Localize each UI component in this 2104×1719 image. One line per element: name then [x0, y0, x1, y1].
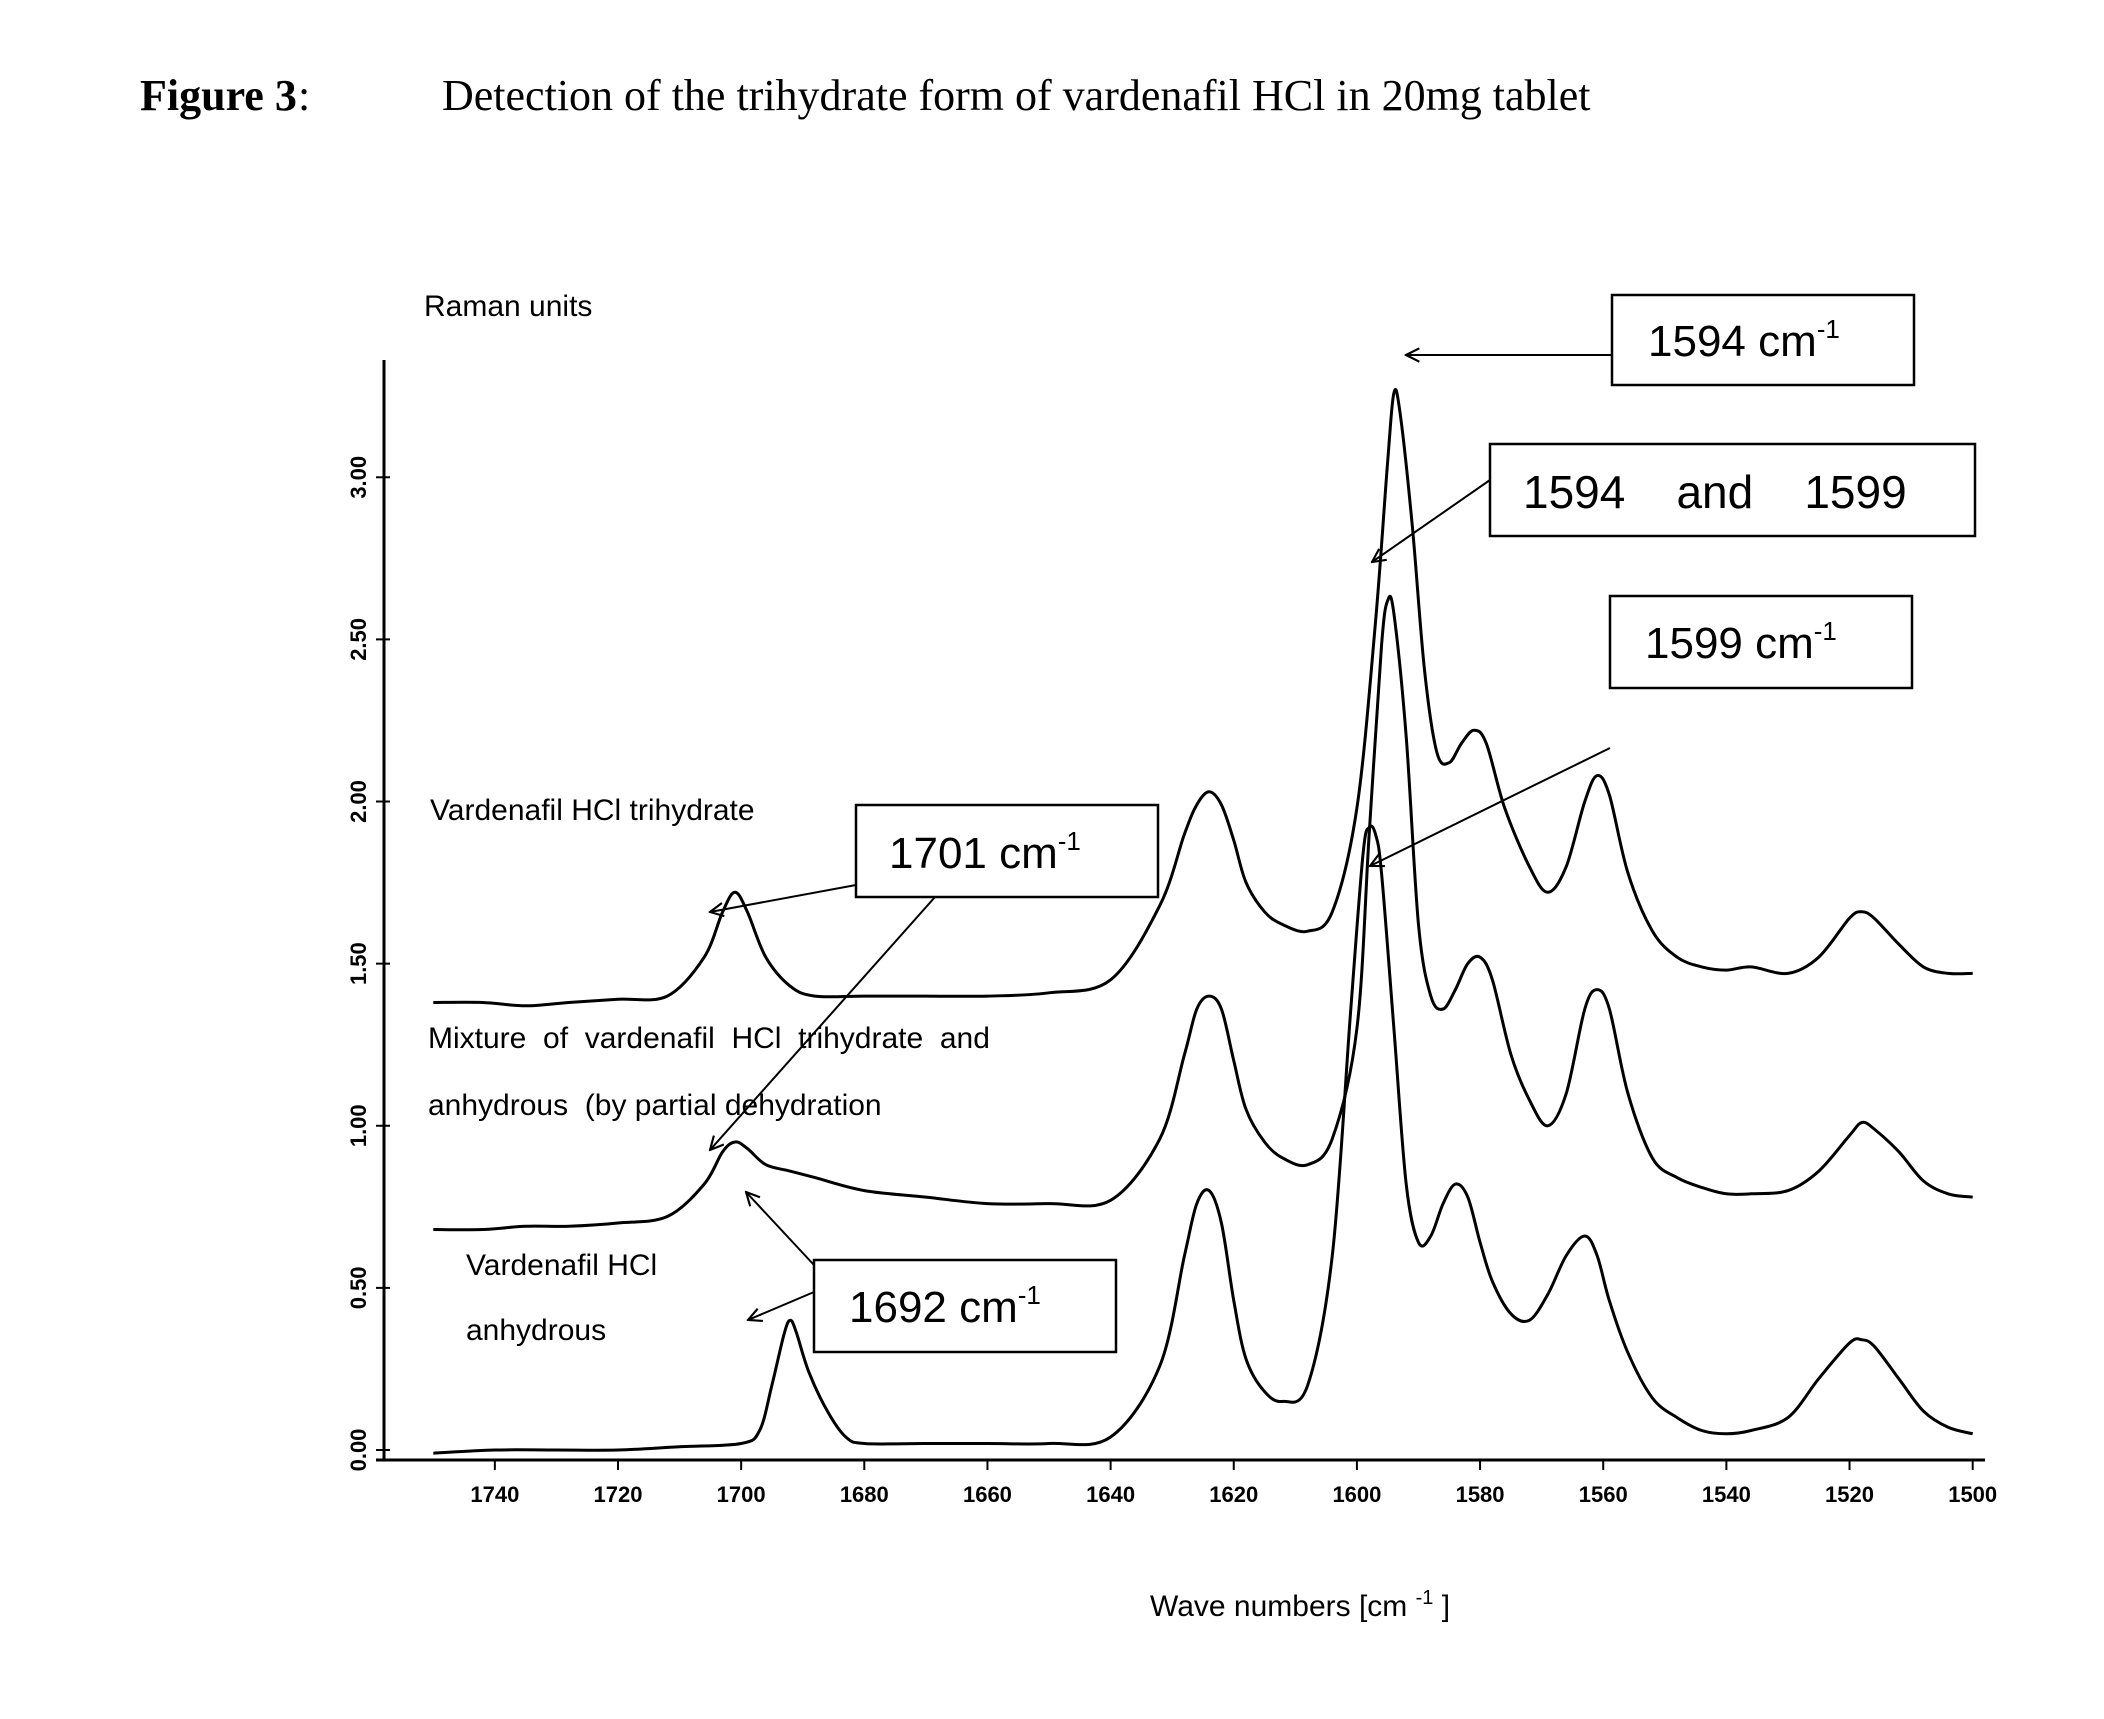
y-tick-label: 2.50	[346, 618, 371, 661]
y-tick-label: 1.00	[346, 1104, 371, 1147]
annotation-text-1599: 1599 cm-1	[1645, 616, 1837, 668]
x-tick-label: 1560	[1579, 1482, 1628, 1507]
x-tick-label: 1540	[1702, 1482, 1751, 1507]
annotation-box-1594	[1610, 293, 1916, 387]
annotation-1594: 1594 cm-1	[1406, 293, 1916, 387]
arrow-1599	[1370, 747, 1611, 866]
y-tick-label: 0.00	[346, 1429, 371, 1472]
x-axis-label-sup: -1	[1416, 1587, 1434, 1609]
figure-caption: Detection of the trihydrate form of vard…	[442, 71, 1591, 120]
y-tick-label: 1.50	[346, 942, 371, 985]
x-tick-label: 1720	[594, 1482, 643, 1507]
arrow-1701-trihydrate	[710, 884, 857, 912]
spectrum-anhydrous	[433, 824, 1974, 1455]
y-tick-label: 0.50	[346, 1266, 371, 1309]
x-tick-label: 1620	[1209, 1482, 1258, 1507]
arrow-1692-anhydrous	[748, 1291, 815, 1320]
y-tick-label: 2.00	[346, 780, 371, 823]
spectra	[433, 388, 1974, 1455]
arrow-1692-mixture	[746, 1192, 815, 1266]
annotation-value-1701: 1701 cm	[889, 829, 1058, 878]
annotation-value-1594: 1594 cm	[1648, 317, 1817, 366]
x-tick-label: 1580	[1456, 1482, 1505, 1507]
series-label-trihydrate: Vardenafil HCl trihydrate	[430, 794, 755, 827]
annotation-1692: 1692 cm-1	[746, 1192, 1118, 1354]
annotation-box-1599	[1608, 594, 1914, 690]
x-tick-label: 1680	[840, 1482, 889, 1507]
annotation-text-1594: 1594 cm-1	[1648, 314, 1840, 366]
arrow-1594-1599	[1372, 479, 1491, 562]
figure-label-colon: :	[298, 71, 310, 120]
x-axis-label: Wave numbers [cm -1 ]	[1150, 1578, 1450, 1623]
annotation-sup-1692: -1	[1018, 1280, 1041, 1310]
y-tick-label: 3.00	[346, 456, 371, 499]
annotation-text-1692: 1692 cm-1	[849, 1280, 1041, 1332]
x-tick-label: 1660	[963, 1482, 1012, 1507]
y-ticks: 0.00 0.50 1.00 1.50 2.00 2.50 3.00	[346, 456, 390, 1472]
x-ticks: 1740 1720 1700 1680 1660 1640 1620 1600 1580 1560…	[470, 1460, 1997, 1507]
x-tick-label: 1520	[1825, 1482, 1874, 1507]
annotation-1599: 1599 cm-1	[1370, 594, 1914, 866]
figure-label: Figure 3	[140, 71, 297, 120]
annotation-value-1599: 1599 cm	[1645, 619, 1814, 668]
annotation-box-1594-1599	[1488, 442, 1977, 538]
x-axis-label-end: ]	[1442, 1590, 1450, 1623]
annotation-1594-1599: 1594 and 1599	[1372, 442, 1977, 562]
series-label-mixture-line1: Mixture of vardenafil HCl trihydrate and	[428, 1022, 990, 1055]
x-tick-label: 1740	[470, 1482, 519, 1507]
y-axis-label: Raman units	[424, 290, 592, 323]
annotation-sup-1701: -1	[1058, 826, 1081, 856]
series-label-mixture-line2: anhydrous (by partial dehydration	[428, 1089, 882, 1122]
axes	[376, 360, 1985, 1462]
annotation-text-1701: 1701 cm-1	[889, 826, 1081, 878]
arrow-1701-mixture	[710, 896, 936, 1150]
spectrum-mixture	[433, 594, 1973, 1232]
annotation-box-1692	[812, 1258, 1118, 1354]
x-tick-label: 1500	[1948, 1482, 1997, 1507]
annotation-sup-1599: -1	[1814, 616, 1837, 646]
annotation-text-1594-1599: 1594 and 1599	[1523, 466, 1907, 518]
x-tick-label: 1640	[1086, 1482, 1135, 1507]
series-label-anhydrous-line2: anhydrous	[466, 1314, 606, 1347]
annotation-sup-1594: -1	[1817, 314, 1840, 344]
spectrum-trihydrate	[433, 388, 1973, 1008]
x-tick-label: 1700	[717, 1482, 766, 1507]
x-axis-label-main: Wave numbers [cm	[1150, 1590, 1407, 1623]
annotation-1701: 1701 cm-1	[710, 803, 1160, 1150]
series-label-anhydrous-line1: Vardenafil HCl	[466, 1249, 657, 1282]
annotation-box-1701	[854, 803, 1160, 899]
annotation-value-1692: 1692 cm	[849, 1283, 1018, 1332]
x-tick-label: 1600	[1332, 1482, 1381, 1507]
